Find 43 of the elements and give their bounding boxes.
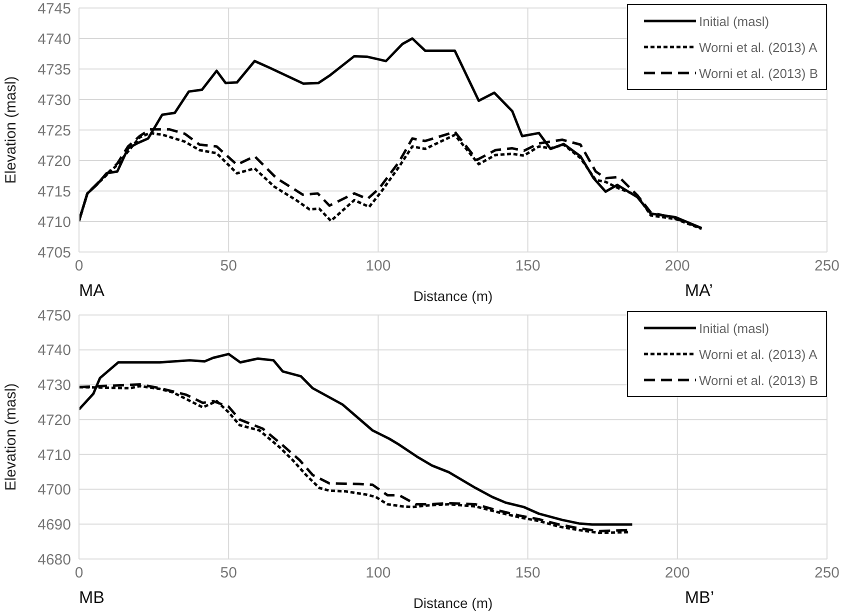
x-tick-label: 250 (814, 564, 840, 582)
y-tick-label: 4725 (38, 122, 71, 140)
legend-label: Worni et al. (2013) B (699, 66, 818, 80)
y-tick-label: 4745 (38, 0, 71, 18)
text: MB (79, 588, 104, 608)
x-tick-label: 150 (515, 258, 540, 275)
x-tick-label: 0 (74, 258, 84, 275)
y-tick-label: 4720 (38, 152, 71, 170)
x-axis-title: Distance (m) (413, 595, 493, 611)
x-tick-label: 0 (74, 564, 84, 582)
x-tick-label: 150 (515, 564, 540, 582)
y-axis-title: Elevation (masl) (2, 76, 20, 184)
text: MB’ (684, 588, 714, 608)
x-axis-title: Distance (m) (413, 288, 493, 304)
y-tick-label: 4750 (38, 307, 71, 324)
y-tick-label: 4720 (38, 412, 71, 429)
x-tick-label: 50 (220, 564, 237, 582)
x-tick-label: 200 (664, 564, 690, 582)
legend-label: Worni et al. (2013) B (699, 372, 818, 388)
legend-label: Initial (masl) (699, 14, 770, 28)
x-tick-label: 100 (366, 564, 391, 582)
y-tick-label: 4740 (38, 30, 71, 48)
y-axis-title: Elevation (masl) (2, 383, 20, 491)
y-tick-label: 4680 (38, 551, 71, 568)
y-tick-label: 4710 (38, 214, 71, 231)
x-tick-label: 100 (366, 258, 391, 275)
y-tick-label: 4715 (38, 183, 71, 200)
legend-label: Initial (masl) (699, 320, 770, 336)
legend-label: Worni et al. (2013) A (699, 40, 818, 54)
text: MA’ (684, 281, 713, 301)
y-tick-label: 4740 (38, 342, 71, 360)
x-tick-label: 50 (220, 258, 237, 275)
legend-label: Worni et al. (2013) A (699, 346, 818, 362)
y-tick-label: 4705 (38, 244, 71, 262)
y-tick-label: 4700 (38, 482, 71, 499)
x-tick-label: 200 (664, 258, 690, 275)
y-tick-label: 4730 (38, 92, 71, 109)
y-tick-label: 4735 (38, 61, 71, 78)
y-tick-label: 4710 (38, 446, 71, 464)
y-tick-label: 4730 (38, 377, 71, 394)
text: MA (79, 281, 104, 301)
x-tick-label: 250 (814, 258, 840, 275)
y-tick-label: 4690 (38, 516, 71, 534)
